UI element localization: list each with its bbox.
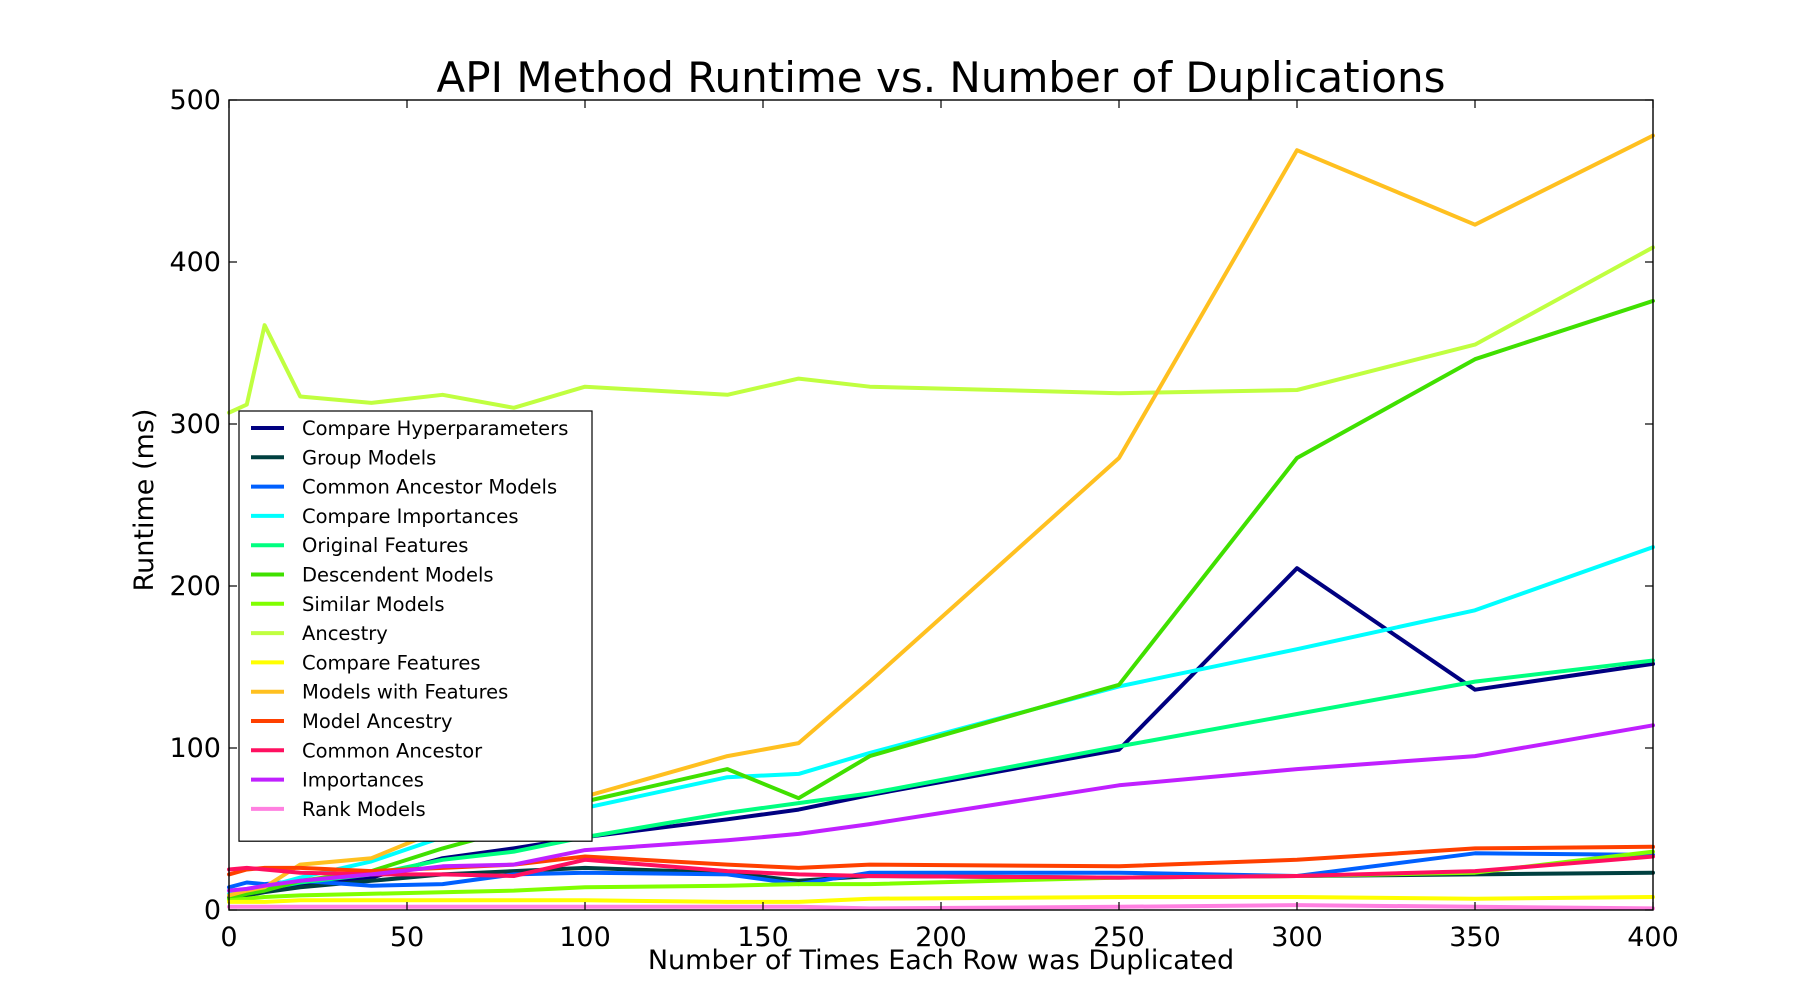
x-tick-label: 350 [1449, 922, 1501, 953]
legend-label: Group Models [302, 446, 436, 469]
y-axis-label: Runtime (ms) [129, 409, 160, 592]
legend-label: Common Ancestor Models [302, 476, 557, 499]
legend-label: Compare Features [302, 651, 481, 674]
legend-label: Compare Importances [302, 505, 519, 528]
x-tick-label: 250 [1093, 922, 1145, 953]
y-tick-label: 200 [169, 571, 221, 602]
x-tick-label: 400 [1627, 922, 1679, 953]
legend-label: Importances [302, 769, 424, 792]
legend: Compare Hyperparameters Group Models Commo… [238, 410, 593, 842]
series-line-8 [227, 895, 1655, 904]
chart-title: API Method Runtime vs. Number of Duplica… [437, 53, 1446, 102]
legend-label: Compare Hyperparameters [302, 417, 568, 440]
x-tick-label: 0 [220, 922, 237, 953]
series-line-10 [227, 844, 1655, 877]
x-tick-label: 150 [737, 922, 789, 953]
x-tick-label: 300 [1271, 922, 1323, 953]
series-line-11 [227, 854, 1655, 880]
legend-label: Ancestry [302, 622, 388, 645]
y-tick-label: 300 [169, 409, 221, 440]
series-line-7 [227, 245, 1655, 415]
y-tick-label: 400 [169, 247, 221, 278]
y-tick-label: 100 [169, 733, 221, 764]
legend-label: Rank Models [302, 798, 426, 821]
legend-box [238, 410, 593, 842]
x-tick-label: 200 [915, 922, 967, 953]
legend-label: Models with Features [302, 681, 508, 704]
legend-label: Descendent Models [302, 564, 494, 587]
legend-label: Common Ancestor [302, 739, 483, 762]
y-tick-label: 0 [204, 895, 221, 926]
axis-ticks: 0 50 100 150 200 250 300 350 400 0 100 200 300 400 500 [169, 85, 1678, 953]
series-line-12 [227, 723, 1655, 893]
legend-label: Similar Models [302, 593, 445, 616]
x-tick-label: 100 [559, 922, 611, 953]
x-axis-label: Number of Times Each Row was Duplicated [648, 945, 1234, 976]
x-tick-label: 50 [390, 922, 424, 953]
y-tick-label: 500 [169, 85, 221, 116]
legend-label: Model Ancestry [302, 710, 453, 733]
legend-label: Original Features [302, 534, 468, 557]
